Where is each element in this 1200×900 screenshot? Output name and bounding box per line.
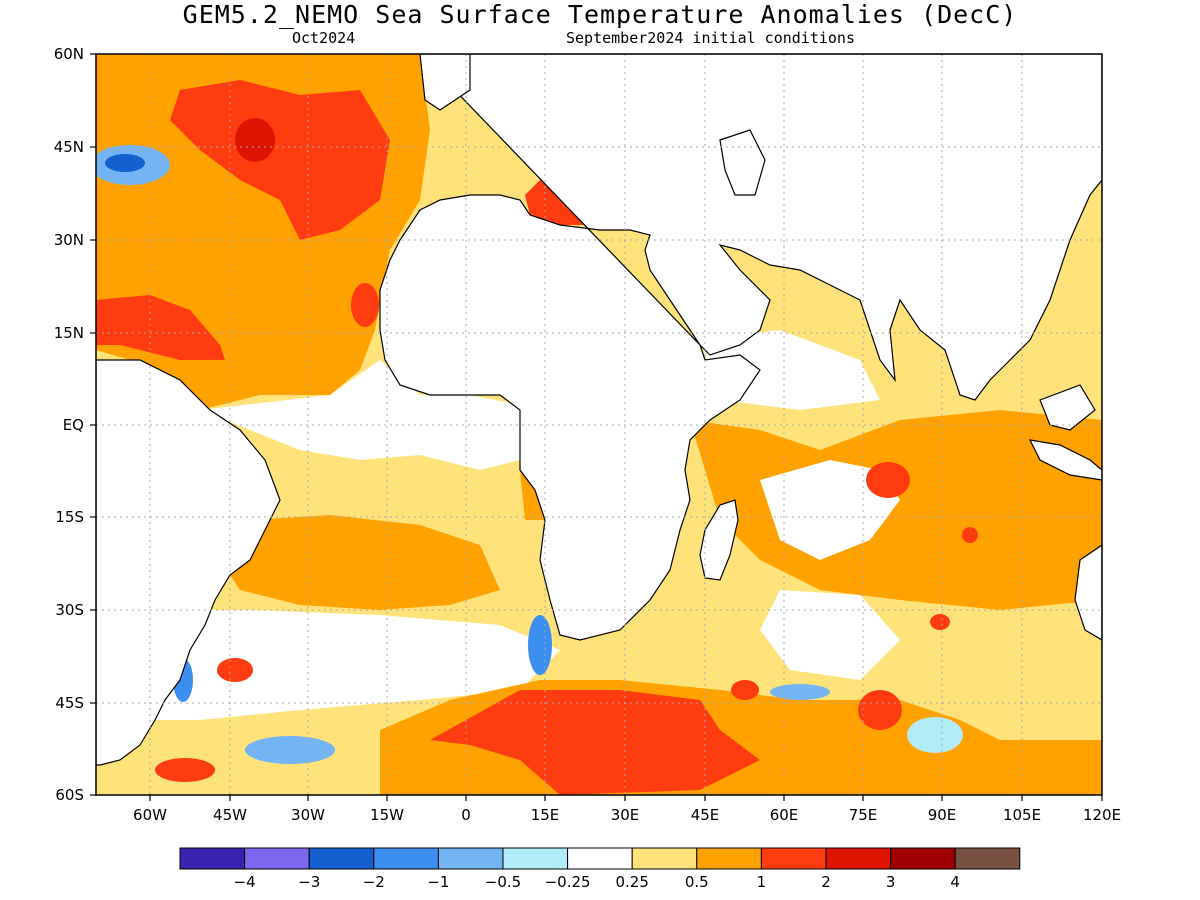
lon-label: 105E bbox=[1003, 806, 1041, 824]
legend-swatch bbox=[179, 847, 246, 870]
legend-swatch bbox=[373, 847, 439, 870]
legend-swatch bbox=[244, 847, 310, 870]
legend-label: −1 bbox=[427, 873, 449, 891]
color-legend: −4 −3 −2 −1 −0.5 −0.25 0.25 0.5 1 2 3 4 bbox=[179, 847, 1021, 891]
indonesia bbox=[1028, 439, 1102, 481]
lon-label: 90E bbox=[928, 806, 957, 824]
legend-label: 3 bbox=[886, 873, 896, 891]
map-title: GEM5.2_NEMO Sea Surface Temperature Anom… bbox=[182, 0, 1018, 29]
lon-label: 15W bbox=[370, 806, 404, 824]
legend-label: −4 bbox=[234, 873, 256, 891]
lon-label: 120E bbox=[1083, 806, 1121, 824]
africa-eurasia bbox=[379, 54, 1102, 641]
lat-label: 15N bbox=[54, 324, 84, 342]
legend-label: −0.25 bbox=[545, 873, 591, 891]
legend-swatch bbox=[954, 847, 1021, 870]
australia bbox=[1074, 544, 1102, 641]
legend-label: −3 bbox=[298, 873, 320, 891]
lon-label: 15E bbox=[531, 806, 560, 824]
lat-label: 30S bbox=[55, 601, 84, 619]
lon-label: 45E bbox=[691, 806, 720, 824]
legend-swatch bbox=[308, 847, 375, 870]
longitude-labels: 60W 45W 30W 15W 0 15E 30E 45E 60E 75E 90E 105E 120E bbox=[133, 795, 1121, 824]
latitude-labels: 60N 45N 30N 15N EQ 15S 30S 45S 60S bbox=[54, 45, 96, 804]
lon-label: 75E bbox=[849, 806, 878, 824]
lon-label: 45W bbox=[213, 806, 247, 824]
legend-swatch bbox=[567, 847, 633, 870]
lon-label: 60E bbox=[770, 806, 799, 824]
legend-swatch bbox=[760, 847, 827, 870]
madagascar bbox=[699, 499, 739, 581]
lat-label: EQ bbox=[63, 416, 84, 434]
lat-label: 60N bbox=[54, 45, 84, 63]
legend-label: −0.5 bbox=[485, 873, 521, 891]
legend-swatch bbox=[502, 847, 569, 870]
lat-label: 30N bbox=[54, 231, 84, 249]
legend-swatch bbox=[437, 847, 504, 870]
lat-label: 15S bbox=[55, 508, 84, 526]
legend-swatch bbox=[825, 847, 892, 870]
lon-label: 30E bbox=[611, 806, 640, 824]
legend-label: 2 bbox=[821, 873, 831, 891]
legend-swatch bbox=[696, 847, 762, 870]
forecast-month: Oct2024 bbox=[292, 29, 356, 47]
legend-swatch bbox=[631, 847, 698, 870]
legend-label: 0.5 bbox=[685, 873, 709, 891]
legend-label: 0.25 bbox=[615, 873, 648, 891]
legend-label: 4 bbox=[950, 873, 960, 891]
lon-label: 30W bbox=[291, 806, 325, 824]
lat-label: 45S bbox=[55, 694, 84, 712]
lon-label: 60W bbox=[133, 806, 167, 824]
legend-label: −2 bbox=[363, 873, 385, 891]
lat-label: 45N bbox=[54, 138, 84, 156]
lat-label: 60S bbox=[55, 786, 84, 804]
lon-label: 0 bbox=[461, 806, 471, 824]
legend-swatch bbox=[890, 847, 956, 870]
south-america bbox=[96, 359, 281, 766]
initial-conditions: September2024 initial conditions bbox=[566, 29, 855, 47]
legend-label: 1 bbox=[757, 873, 767, 891]
landmasses bbox=[96, 54, 1102, 766]
